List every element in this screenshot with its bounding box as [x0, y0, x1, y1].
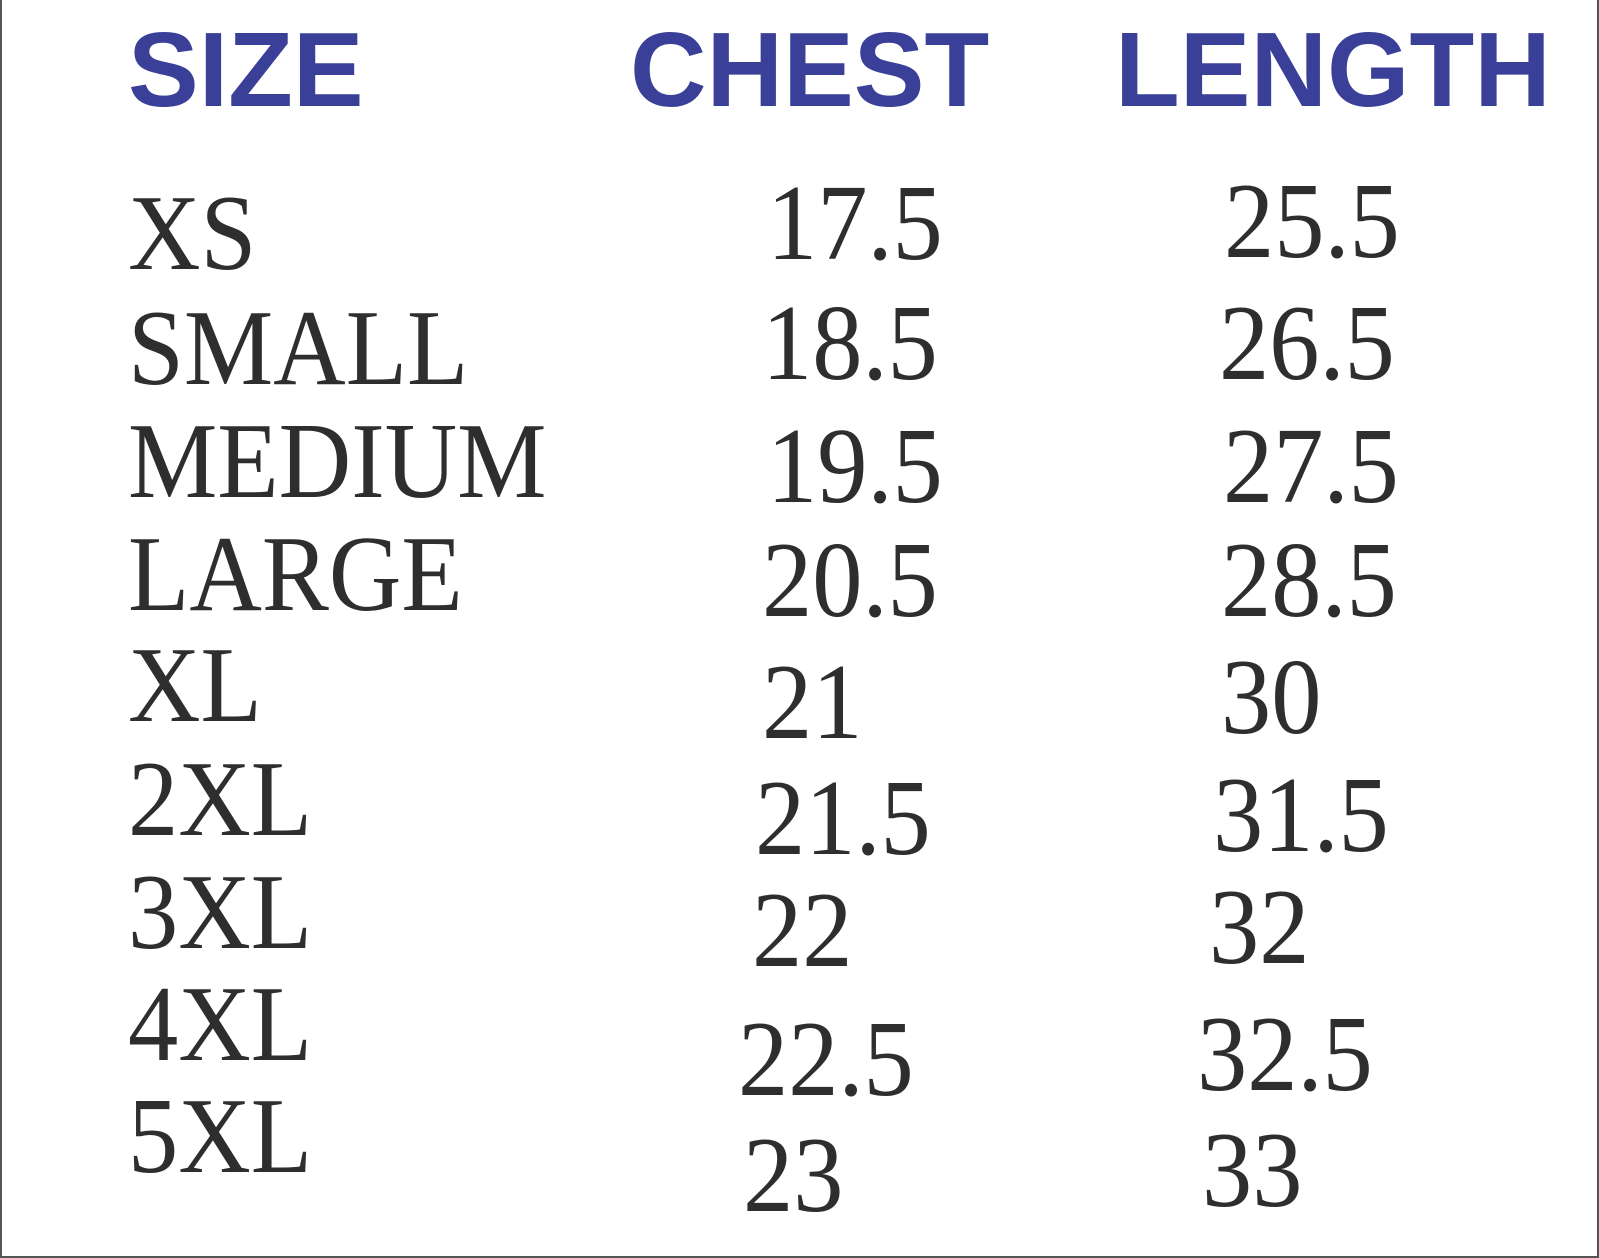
size-cell: LARGE: [128, 515, 463, 634]
header-length: LENGTH: [1115, 11, 1551, 129]
length-cell: 28.5: [1221, 521, 1397, 640]
length-cell: 30: [1221, 638, 1322, 757]
chest-cell: 21.5: [755, 759, 931, 878]
length-cell: 26.5: [1219, 284, 1395, 403]
length-cell: 31.5: [1213, 756, 1389, 875]
size-cell: 3XL: [128, 853, 313, 972]
header-chest: CHEST: [630, 11, 990, 129]
size-cell: 5XL: [128, 1077, 313, 1196]
size-cell: 2XL: [128, 740, 313, 859]
length-cell: 32.5: [1197, 995, 1373, 1114]
chest-cell: 23: [743, 1116, 844, 1235]
length-cell: 32: [1209, 868, 1310, 987]
length-cell: 25.5: [1224, 162, 1400, 281]
size-cell: 4XL: [128, 965, 313, 1084]
chest-cell: 22.5: [738, 1000, 914, 1119]
chest-cell: 20.5: [762, 521, 938, 640]
chest-cell: 22: [752, 871, 853, 990]
chest-cell: 19.5: [767, 407, 943, 526]
size-cell: MEDIUM: [128, 402, 547, 521]
chest-cell: 17.5: [767, 164, 943, 283]
length-cell: 33: [1202, 1111, 1303, 1230]
size-cell: XL: [128, 626, 262, 745]
chest-cell: 21: [762, 643, 863, 762]
chest-cell: 18.5: [762, 284, 938, 403]
size-cell: XS: [128, 174, 257, 293]
size-cell: SMALL: [128, 289, 469, 408]
length-cell: 27.5: [1223, 407, 1399, 526]
header-size: SIZE: [128, 11, 364, 129]
